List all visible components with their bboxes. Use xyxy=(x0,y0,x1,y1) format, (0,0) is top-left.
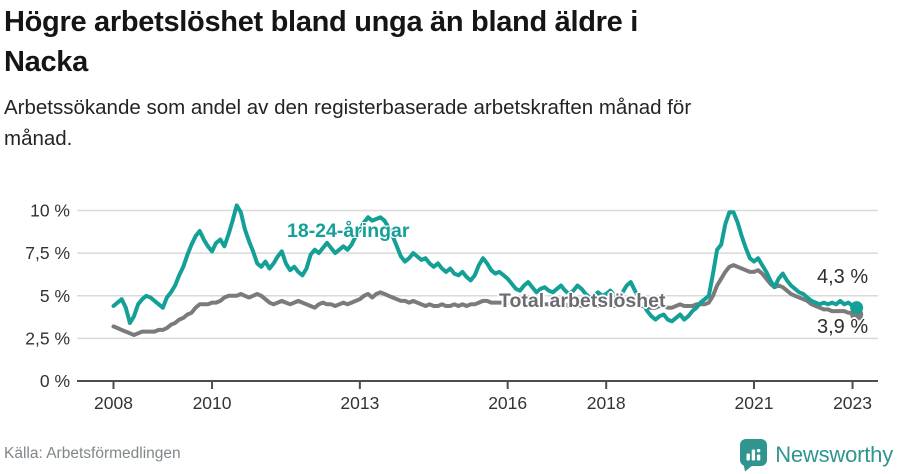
newsworthy-bubble-chart-icon xyxy=(740,439,768,472)
page-title: Högre arbetslöshet bland unga än bland ä… xyxy=(4,2,638,82)
x-tick-label: 2013 xyxy=(340,393,379,413)
chart-subtitle: Arbetssökande som andel av den registerb… xyxy=(4,92,691,154)
x-tick-label: 2023 xyxy=(833,393,872,413)
end-value-label-total: 3,9 % xyxy=(817,316,869,338)
y-tick-label: 5 % xyxy=(40,286,70,306)
page-title-line2: Nacka xyxy=(4,46,88,78)
x-tick-label: 2018 xyxy=(587,393,626,413)
newsworthy-wordmark: Newsworthy xyxy=(775,442,893,467)
newsworthy-logo: Newsworthy xyxy=(739,438,893,472)
end-value-label-young: 4,3 % xyxy=(817,266,869,288)
y-tick-label: 10 % xyxy=(30,201,70,221)
page-title-line1: Högre arbetslöshet bland unga än bland ä… xyxy=(4,6,638,38)
y-tick-label: 2,5 % xyxy=(25,328,70,348)
x-tick-label: 2010 xyxy=(193,393,232,413)
series-label-total: Total arbetslöshet xyxy=(499,290,666,312)
y-tick-label: 0 % xyxy=(40,371,70,391)
series-line xyxy=(111,263,859,337)
x-tick-label: 2008 xyxy=(94,393,133,413)
series-end-dot xyxy=(850,301,864,315)
x-tick-label: 2021 xyxy=(735,393,774,413)
chart-subtitle-line2: månad. xyxy=(4,127,73,150)
source-attribution: Källa: Arbetsförmedlingen xyxy=(4,445,181,462)
y-tick-label: 7,5 % xyxy=(25,243,70,263)
series-line xyxy=(111,203,859,325)
series-label-young: 18-24-åringar xyxy=(287,220,410,242)
x-tick-label: 2016 xyxy=(488,393,527,413)
chart-subtitle-line1: Arbetssökande som andel av den registerb… xyxy=(4,96,692,119)
